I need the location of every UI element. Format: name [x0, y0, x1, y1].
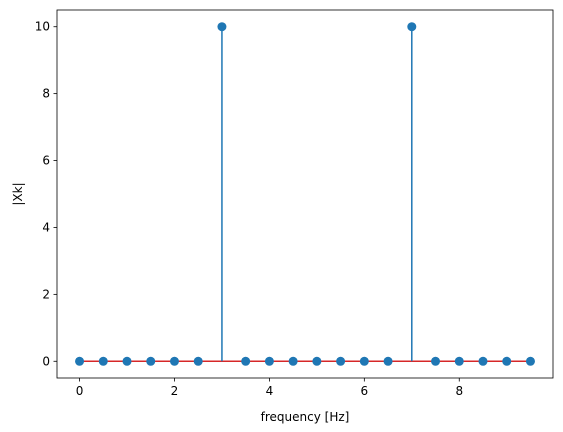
x-axis-ticks: 0 2 4 6 8: [76, 378, 463, 398]
stem-marker: [336, 356, 346, 366]
stem-marker: [241, 356, 251, 366]
stem-marker: [217, 22, 227, 32]
y-tick-label: 6: [42, 154, 50, 168]
stem-marker: [502, 356, 512, 366]
y-axis-ticks: 0 2 4 6 8 10: [35, 20, 57, 368]
stem-marker: [146, 356, 156, 366]
stem-marker: [98, 356, 108, 366]
stem-marker: [407, 22, 417, 32]
stem-marker: [478, 356, 488, 366]
y-tick-label: 0: [42, 354, 50, 368]
stem-marker: [525, 356, 535, 366]
y-tick-label: 2: [42, 287, 50, 301]
y-axis-label: |Xk|: [11, 182, 25, 205]
stem-marker: [75, 356, 85, 366]
x-tick-label: 2: [171, 384, 179, 398]
stem-marker: [359, 356, 369, 366]
y-tick-label: 10: [35, 20, 50, 34]
stem-marker: [264, 356, 274, 366]
axes-frame: [56, 9, 554, 379]
x-tick-label: 4: [266, 384, 274, 398]
stem-marker: [431, 356, 441, 366]
stem-marker: [454, 356, 464, 366]
x-tick-label: 8: [455, 384, 463, 398]
stem-marker: [193, 356, 203, 366]
y-tick-label: 8: [42, 87, 50, 101]
stem-marker: [288, 356, 298, 366]
stem-marker: [312, 356, 322, 366]
x-tick-label: 0: [76, 384, 84, 398]
marker-layer: [75, 22, 535, 366]
stem-marker: [122, 356, 132, 366]
x-axis-label: frequency [Hz]: [261, 410, 350, 424]
stem-marker: [383, 356, 393, 366]
stem-layer: [221, 26, 413, 362]
stem-marker: [169, 356, 179, 366]
x-tick-label: 6: [361, 384, 369, 398]
y-tick-label: 4: [42, 220, 50, 234]
